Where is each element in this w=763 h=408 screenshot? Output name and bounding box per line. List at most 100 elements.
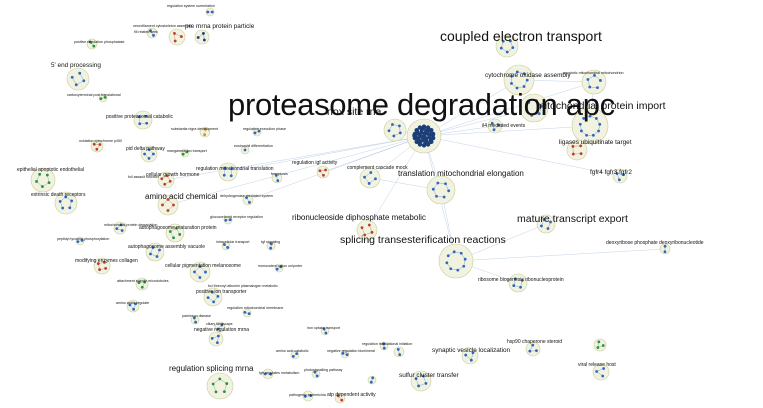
cluster-label: translation mitochondrial elongation xyxy=(398,169,524,178)
gene-node xyxy=(369,380,373,384)
gene-node xyxy=(47,181,51,185)
gene-node xyxy=(447,189,451,193)
gene-node xyxy=(70,75,74,79)
cluster-label: cytochrome oxidase assembly xyxy=(485,72,571,79)
cluster-edge xyxy=(423,107,535,137)
gene-node xyxy=(398,353,402,357)
cluster-label: atp dependent activity xyxy=(327,392,376,398)
cluster-halo xyxy=(30,167,56,193)
gene-node xyxy=(431,187,435,191)
gene-node xyxy=(178,233,182,236)
cluster-label: pathogenic escherichia xyxy=(289,393,326,397)
gene-node xyxy=(202,38,206,42)
gene-node xyxy=(398,124,401,128)
gene-node xyxy=(582,116,586,120)
gene-node xyxy=(492,128,496,132)
gene-node xyxy=(223,166,227,170)
gene-node xyxy=(99,97,103,101)
gene-node xyxy=(161,203,164,207)
gene-node xyxy=(497,123,501,127)
gene-node xyxy=(151,152,155,156)
cluster-label: autophagosome maturation protein xyxy=(139,225,217,231)
gene-node xyxy=(615,172,619,175)
cluster-label: regulation splicing mrna xyxy=(169,364,254,373)
cluster-label: peptidyl tyrosine phosphorylation xyxy=(57,237,110,241)
gene-node xyxy=(588,85,592,89)
gene-node xyxy=(210,290,214,294)
gene-node xyxy=(585,133,588,137)
gene-node xyxy=(571,144,575,148)
gene-node xyxy=(61,206,65,210)
gene-node xyxy=(115,227,119,230)
gene-node xyxy=(253,131,257,135)
gene-node xyxy=(216,294,220,298)
gene-node xyxy=(374,177,377,181)
gene-node xyxy=(546,227,550,230)
gene-node xyxy=(211,382,215,386)
gene-node xyxy=(222,390,226,394)
gene-node xyxy=(324,168,328,172)
gene-node xyxy=(595,370,599,373)
gene-node xyxy=(175,226,178,230)
gene-node xyxy=(520,279,524,282)
gene-node xyxy=(535,349,538,353)
gene-node xyxy=(210,10,214,14)
cluster-label: nox site rna xyxy=(327,106,382,118)
cluster-label: cellular pigmentation melanosome xyxy=(165,263,241,269)
gene-node xyxy=(78,71,82,75)
gene-node xyxy=(452,250,456,254)
gene-node xyxy=(519,285,522,289)
gene-node xyxy=(522,85,526,88)
gene-node xyxy=(152,33,155,37)
gene-node xyxy=(224,218,228,222)
gene-node xyxy=(181,152,185,156)
gene-node xyxy=(414,377,418,380)
gene-node xyxy=(149,29,152,33)
gene-node xyxy=(367,223,371,227)
gene-node xyxy=(510,74,514,78)
cluster-label: amino acid catabolic xyxy=(276,349,309,353)
gene-node xyxy=(391,123,394,126)
gene-node xyxy=(464,353,468,357)
gene-node xyxy=(601,374,605,378)
gene-node xyxy=(387,129,391,133)
gene-node xyxy=(143,152,147,156)
gene-node xyxy=(228,218,232,222)
gene-node xyxy=(456,268,460,272)
gene-node xyxy=(598,122,602,126)
gene-node xyxy=(206,296,210,300)
gene-node xyxy=(202,32,205,35)
hub-node xyxy=(430,133,435,138)
gene-node xyxy=(291,355,295,358)
gene-node xyxy=(442,195,446,199)
cluster-label: mitochondrial protein degradation xyxy=(104,223,158,227)
gene-node xyxy=(149,252,152,256)
gene-node xyxy=(597,129,600,133)
cluster-label: photosignalling pathway xyxy=(304,368,343,372)
gene-node xyxy=(218,377,222,381)
hub-node xyxy=(428,139,433,144)
node-edge xyxy=(72,77,77,85)
cluster-label: carboxyterminal post translational xyxy=(67,93,121,97)
gene-node xyxy=(274,173,278,177)
hub-node xyxy=(423,141,428,146)
gene-node xyxy=(257,129,261,133)
gene-node xyxy=(269,372,273,376)
gene-node xyxy=(147,156,151,160)
gene-node xyxy=(198,276,202,279)
gene-node xyxy=(45,173,49,177)
gene-node xyxy=(40,185,44,188)
cluster-halo xyxy=(168,28,186,46)
gene-node xyxy=(193,316,196,320)
gene-node xyxy=(245,196,248,200)
gene-node xyxy=(172,236,175,240)
cluster-label: tgf signaling xyxy=(261,240,281,244)
hub-node xyxy=(415,129,420,134)
gene-node xyxy=(382,346,386,350)
cluster-label: 5' end processing xyxy=(51,62,101,69)
cluster-label: synaptic vesicle localization xyxy=(432,347,511,354)
gene-node xyxy=(220,323,224,327)
gene-node xyxy=(217,334,220,338)
gene-node xyxy=(422,374,425,378)
gene-node xyxy=(76,240,80,243)
